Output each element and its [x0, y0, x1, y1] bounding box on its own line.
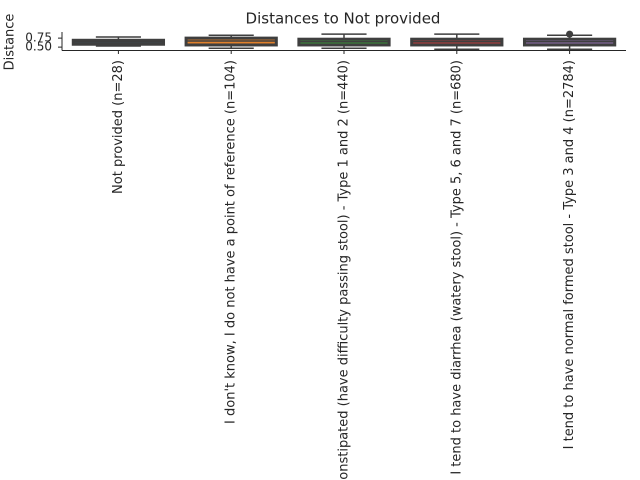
chart-title: Distances to Not provided: [246, 10, 441, 28]
x-tick-label: Not provided (n=28): [111, 60, 126, 194]
y-tick-label: 0.50: [25, 40, 52, 54]
x-tick-label: I don't know, I do not have a point of r…: [224, 60, 239, 424]
y-axis-label: Distance: [3, 14, 18, 71]
x-tick-label: I tend to have normal formed stool - Typ…: [562, 60, 577, 449]
x-tick-label: I tend to be constipated (have difficult…: [337, 60, 352, 480]
x-tick-label: I tend to have diarrhea (watery stool) -…: [449, 60, 464, 475]
flier: [566, 30, 574, 38]
y-tick-label: 0.75: [25, 31, 52, 45]
